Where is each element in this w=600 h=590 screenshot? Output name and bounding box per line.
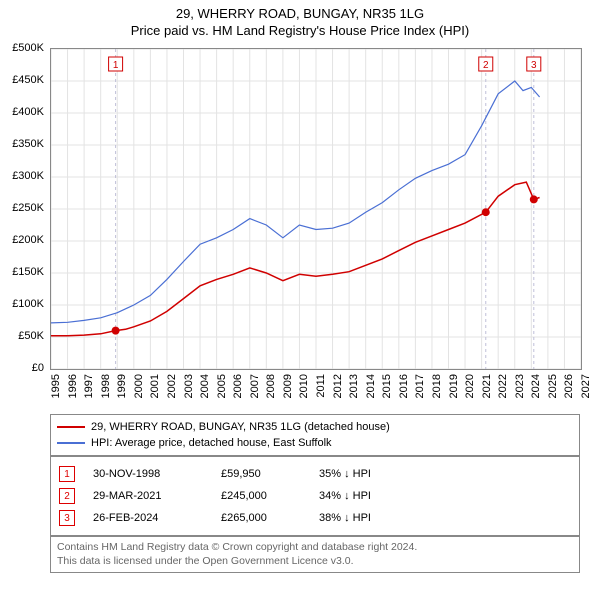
y-tick-label: £100K xyxy=(12,298,44,310)
y-tick-label: £400K xyxy=(12,106,44,118)
x-tick-label: 2018 xyxy=(431,374,443,398)
x-tick-label: 2005 xyxy=(216,374,228,398)
x-tick-label: 2013 xyxy=(348,374,360,398)
svg-text:1: 1 xyxy=(113,60,119,71)
sale-event-row: 1 30-NOV-1998 £59,950 35% ↓ HPI xyxy=(59,463,571,485)
title-subtitle: Price paid vs. HM Land Registry's House … xyxy=(0,23,600,38)
y-tick-label: £350K xyxy=(12,138,44,150)
event-hpi-delta: 35% ↓ HPI xyxy=(319,468,419,480)
x-tick-label: 1995 xyxy=(50,374,62,398)
footer-attribution: Contains HM Land Registry data © Crown c… xyxy=(50,536,580,573)
y-tick-label: £50K xyxy=(18,330,44,342)
event-marker-badge: 2 xyxy=(59,488,75,504)
legend-color-swatch xyxy=(57,426,85,428)
title-address: 29, WHERRY ROAD, BUNGAY, NR35 1LG xyxy=(0,6,600,21)
legend-box: 29, WHERRY ROAD, BUNGAY, NR35 1LG (detac… xyxy=(50,414,580,456)
legend-row: 29, WHERRY ROAD, BUNGAY, NR35 1LG (detac… xyxy=(57,419,573,435)
y-axis-labels: £0£50K£100K£150K£200K£250K£300K£350K£400… xyxy=(0,48,48,368)
event-price: £265,000 xyxy=(221,512,301,524)
y-tick-label: £500K xyxy=(12,42,44,54)
title-block: 29, WHERRY ROAD, BUNGAY, NR35 1LG Price … xyxy=(0,0,600,38)
footer-line1: Contains HM Land Registry data © Crown c… xyxy=(57,541,573,555)
x-tick-label: 1998 xyxy=(100,374,112,398)
x-tick-label: 2017 xyxy=(414,374,426,398)
x-tick-label: 2004 xyxy=(199,374,211,398)
svg-text:3: 3 xyxy=(531,60,537,71)
legend-row: HPI: Average price, detached house, East… xyxy=(57,435,573,451)
x-tick-label: 2002 xyxy=(166,374,178,398)
event-marker-badge: 3 xyxy=(59,510,75,526)
x-tick-label: 2019 xyxy=(448,374,460,398)
x-tick-label: 2025 xyxy=(547,374,559,398)
x-tick-label: 2000 xyxy=(133,374,145,398)
y-tick-label: £450K xyxy=(12,74,44,86)
x-tick-label: 2003 xyxy=(183,374,195,398)
x-tick-label: 2009 xyxy=(282,374,294,398)
x-tick-label: 2024 xyxy=(530,374,542,398)
legend-color-swatch xyxy=(57,442,85,444)
x-tick-label: 2015 xyxy=(381,374,393,398)
x-tick-label: 2012 xyxy=(332,374,344,398)
y-tick-label: £300K xyxy=(12,170,44,182)
x-tick-label: 2010 xyxy=(298,374,310,398)
x-tick-label: 2023 xyxy=(514,374,526,398)
x-tick-label: 2014 xyxy=(365,374,377,398)
event-date: 26-FEB-2024 xyxy=(93,512,203,524)
event-marker-badge: 1 xyxy=(59,466,75,482)
svg-text:2: 2 xyxy=(483,60,489,71)
event-date: 29-MAR-2021 xyxy=(93,490,203,502)
y-tick-label: £250K xyxy=(12,202,44,214)
x-tick-label: 2020 xyxy=(464,374,476,398)
chart-svg: 1 2 3 xyxy=(51,49,581,369)
event-price: £59,950 xyxy=(221,468,301,480)
event-hpi-delta: 38% ↓ HPI xyxy=(319,512,419,524)
x-axis-labels: 1995 1996 1997 1998 1999 2000 2001 2002 2003 2004… xyxy=(50,370,580,410)
chart-plot-area: 1 2 3 xyxy=(50,48,582,370)
chart-container: 29, WHERRY ROAD, BUNGAY, NR35 1LG Price … xyxy=(0,0,600,590)
sale-event-row: 2 29-MAR-2021 £245,000 34% ↓ HPI xyxy=(59,485,571,507)
x-tick-label: 2001 xyxy=(149,374,161,398)
event-price: £245,000 xyxy=(221,490,301,502)
x-tick-label: 2026 xyxy=(563,374,575,398)
x-tick-label: 2021 xyxy=(481,374,493,398)
x-tick-label: 1997 xyxy=(83,374,95,398)
legend-label: 29, WHERRY ROAD, BUNGAY, NR35 1LG (detac… xyxy=(91,421,390,433)
x-tick-label: 2006 xyxy=(232,374,244,398)
x-tick-label: 2008 xyxy=(265,374,277,398)
x-tick-label: 2011 xyxy=(315,374,327,398)
sales-events-box: 1 30-NOV-1998 £59,950 35% ↓ HPI 2 29-MAR-2021… xyxy=(50,456,580,536)
x-tick-label: 2022 xyxy=(497,374,509,398)
x-tick-label: 2016 xyxy=(398,374,410,398)
legend-label: HPI: Average price, detached house, East… xyxy=(91,437,332,449)
y-tick-label: £150K xyxy=(12,266,44,278)
sale-event-row: 3 26-FEB-2024 £265,000 38% ↓ HPI xyxy=(59,507,571,529)
event-hpi-delta: 34% ↓ HPI xyxy=(319,490,419,502)
x-tick-label: 2007 xyxy=(249,374,261,398)
x-tick-label: 1999 xyxy=(116,374,128,398)
x-tick-label: 1996 xyxy=(67,374,79,398)
x-tick-label: 2027 xyxy=(580,374,592,398)
y-tick-label: £200K xyxy=(12,234,44,246)
y-tick-label: £0 xyxy=(32,362,44,374)
footer-line2: This data is licensed under the Open Gov… xyxy=(57,555,573,569)
event-date: 30-NOV-1998 xyxy=(93,468,203,480)
